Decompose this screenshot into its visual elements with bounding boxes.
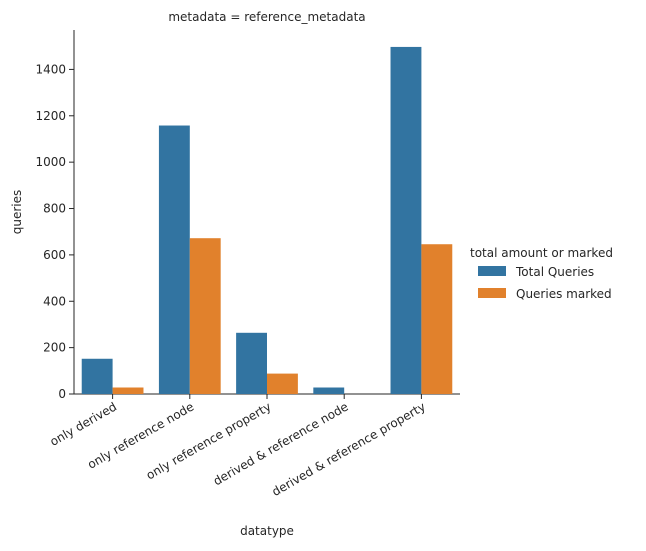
legend-label: Total Queries xyxy=(515,265,594,279)
bar-queries-marked xyxy=(189,238,221,394)
x-tick-label: derived & reference property xyxy=(269,399,427,499)
bar-queries-marked xyxy=(267,373,298,394)
y-tick-label: 1400 xyxy=(35,62,66,76)
x-tick-label: only derived xyxy=(48,399,120,448)
bar-queries-marked xyxy=(112,387,144,394)
y-tick-label: 600 xyxy=(43,248,66,262)
bar-total-queries xyxy=(81,358,113,394)
y-tick-label: 1000 xyxy=(35,155,66,169)
legend-swatch xyxy=(478,288,506,298)
y-tick-label: 400 xyxy=(43,294,66,308)
x-tick-label: derived & reference node xyxy=(211,399,351,488)
bar-queries-marked xyxy=(421,244,453,394)
legend-swatch xyxy=(478,266,506,276)
legend-title: total amount or marked xyxy=(470,246,613,260)
y-tick-label: 1200 xyxy=(35,109,66,123)
legend-label: Queries marked xyxy=(516,287,612,301)
y-tick-label: 200 xyxy=(43,341,66,355)
y-axis-label: queries xyxy=(10,190,24,235)
bar-total-queries xyxy=(158,125,190,394)
chart-title: metadata = reference_metadata xyxy=(168,10,365,24)
y-tick-label: 0 xyxy=(58,387,66,401)
bar-total-queries xyxy=(236,332,267,394)
y-tick-label: 800 xyxy=(43,202,66,216)
x-tick-label: only reference property xyxy=(144,399,274,482)
bar-total-queries xyxy=(390,46,422,395)
x-axis-label: datatype xyxy=(240,524,294,538)
bar-total-queries xyxy=(313,387,345,394)
